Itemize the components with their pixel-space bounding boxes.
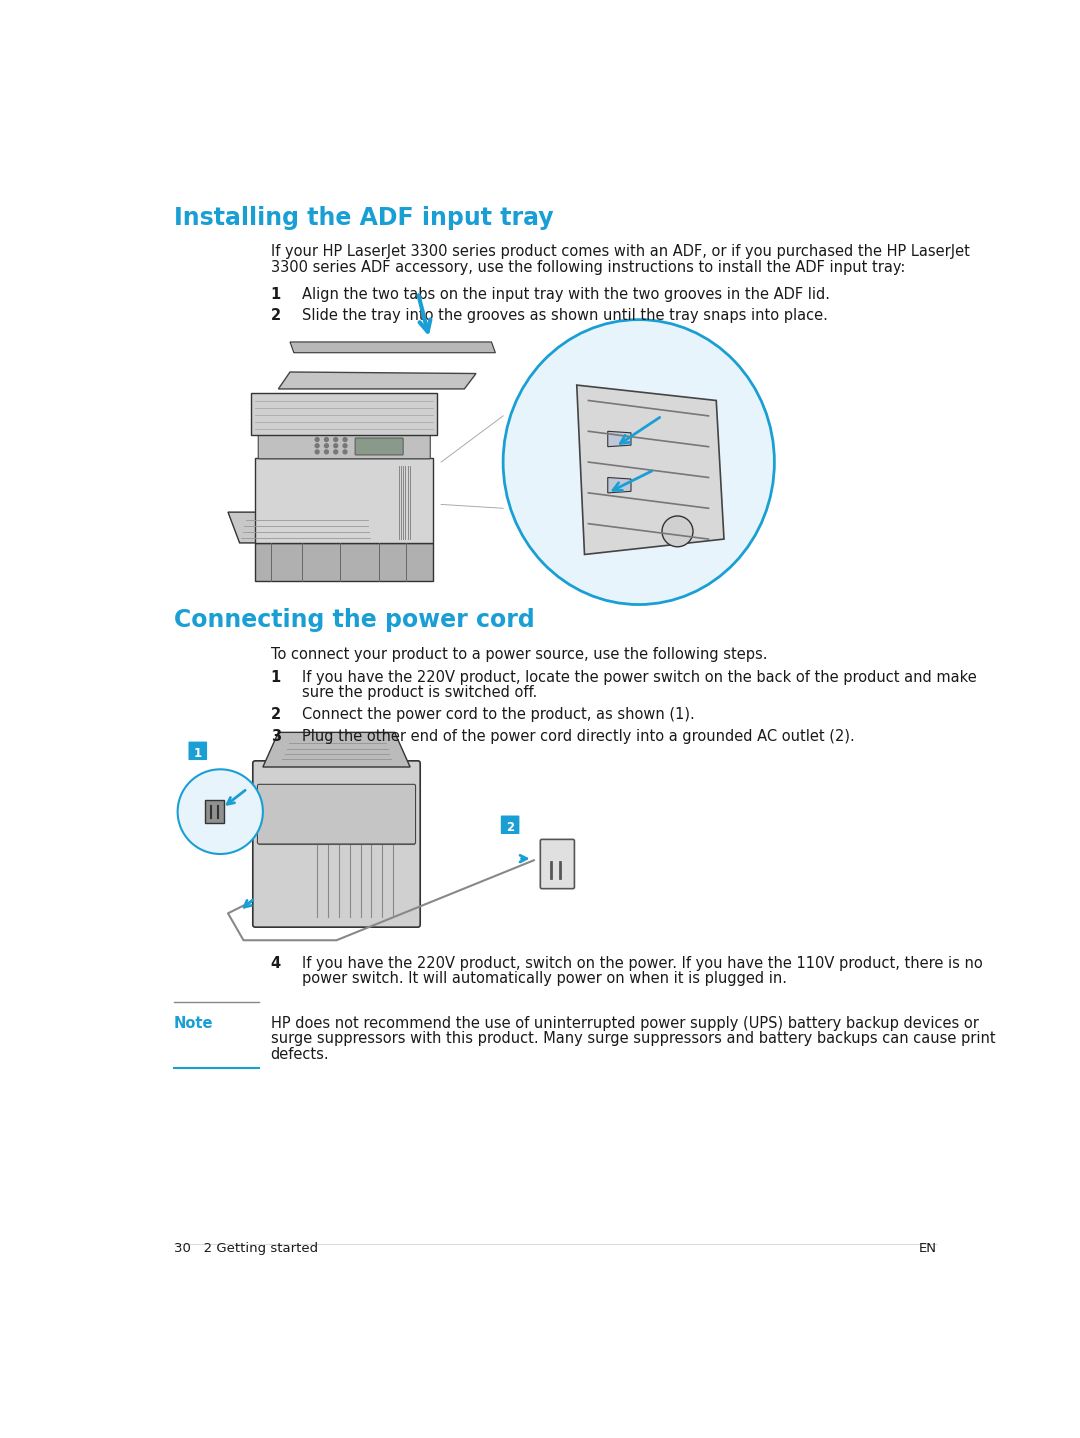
Circle shape bbox=[334, 444, 338, 447]
Text: 1: 1 bbox=[271, 670, 281, 684]
Text: If you have the 220V product, locate the power switch on the back of the product: If you have the 220V product, locate the… bbox=[301, 670, 976, 684]
Text: Installing the ADF input tray: Installing the ADF input tray bbox=[174, 206, 553, 230]
Text: Connecting the power cord: Connecting the power cord bbox=[174, 608, 535, 633]
Polygon shape bbox=[291, 342, 496, 352]
Polygon shape bbox=[608, 477, 631, 493]
Circle shape bbox=[324, 444, 328, 447]
Text: If your HP LaserJet 3300 series product comes with an ADF, or if you purchased t: If your HP LaserJet 3300 series product … bbox=[271, 244, 970, 259]
Text: 2: 2 bbox=[271, 707, 281, 722]
Text: EN: EN bbox=[919, 1242, 937, 1255]
Text: Connect the power cord to the product, as shown (1).: Connect the power cord to the product, a… bbox=[301, 707, 694, 722]
Text: 2: 2 bbox=[271, 308, 281, 324]
Text: Slide the tray into the grooves as shown until the tray snaps into place.: Slide the tray into the grooves as shown… bbox=[301, 308, 827, 324]
Text: 1: 1 bbox=[271, 286, 281, 302]
FancyBboxPatch shape bbox=[355, 439, 403, 454]
Circle shape bbox=[334, 437, 338, 441]
Polygon shape bbox=[262, 732, 410, 766]
Circle shape bbox=[315, 437, 319, 441]
Polygon shape bbox=[255, 544, 433, 581]
Circle shape bbox=[343, 444, 347, 447]
Text: If you have the 220V product, switch on the power. If you have the 110V product,: If you have the 220V product, switch on … bbox=[301, 956, 983, 971]
Text: HP does not recommend the use of uninterrupted power supply (UPS) battery backup: HP does not recommend the use of uninter… bbox=[271, 1015, 978, 1031]
Text: 1: 1 bbox=[193, 746, 202, 759]
Circle shape bbox=[662, 516, 693, 546]
FancyBboxPatch shape bbox=[540, 840, 575, 889]
Text: 3: 3 bbox=[271, 729, 281, 743]
Text: Note: Note bbox=[174, 1015, 213, 1031]
Circle shape bbox=[177, 769, 262, 854]
Polygon shape bbox=[205, 800, 225, 823]
Text: power switch. It will automatically power on when it is plugged in.: power switch. It will automatically powe… bbox=[301, 971, 786, 986]
Text: 2: 2 bbox=[507, 821, 514, 834]
FancyBboxPatch shape bbox=[257, 784, 416, 844]
Text: sure the product is switched off.: sure the product is switched off. bbox=[301, 686, 537, 700]
Circle shape bbox=[315, 450, 319, 454]
Polygon shape bbox=[608, 431, 631, 447]
Text: Align the two tabs on the input tray with the two grooves in the ADF lid.: Align the two tabs on the input tray wit… bbox=[301, 286, 829, 302]
FancyBboxPatch shape bbox=[189, 742, 207, 761]
Circle shape bbox=[324, 450, 328, 454]
Text: 30   2 Getting started: 30 2 Getting started bbox=[174, 1242, 318, 1255]
Ellipse shape bbox=[503, 319, 774, 604]
Text: 3300 series ADF accessory, use the following instructions to install the ADF inp: 3300 series ADF accessory, use the follo… bbox=[271, 260, 905, 275]
Text: surge suppressors with this product. Many surge suppressors and battery backups : surge suppressors with this product. Man… bbox=[271, 1031, 996, 1045]
FancyBboxPatch shape bbox=[258, 434, 430, 459]
Text: 4: 4 bbox=[271, 956, 281, 971]
Polygon shape bbox=[279, 372, 476, 388]
Circle shape bbox=[343, 437, 347, 441]
Polygon shape bbox=[228, 512, 379, 544]
Text: Plug the other end of the power cord directly into a grounded AC outlet (2).: Plug the other end of the power cord dir… bbox=[301, 729, 854, 743]
FancyBboxPatch shape bbox=[253, 761, 420, 928]
Circle shape bbox=[324, 437, 328, 441]
Circle shape bbox=[315, 444, 319, 447]
Polygon shape bbox=[577, 385, 724, 555]
Text: To connect your product to a power source, use the following steps.: To connect your product to a power sourc… bbox=[271, 647, 767, 661]
Circle shape bbox=[334, 450, 338, 454]
FancyBboxPatch shape bbox=[501, 815, 519, 834]
Text: defects.: defects. bbox=[271, 1047, 329, 1061]
Polygon shape bbox=[252, 393, 437, 434]
Polygon shape bbox=[255, 459, 433, 544]
Circle shape bbox=[343, 450, 347, 454]
